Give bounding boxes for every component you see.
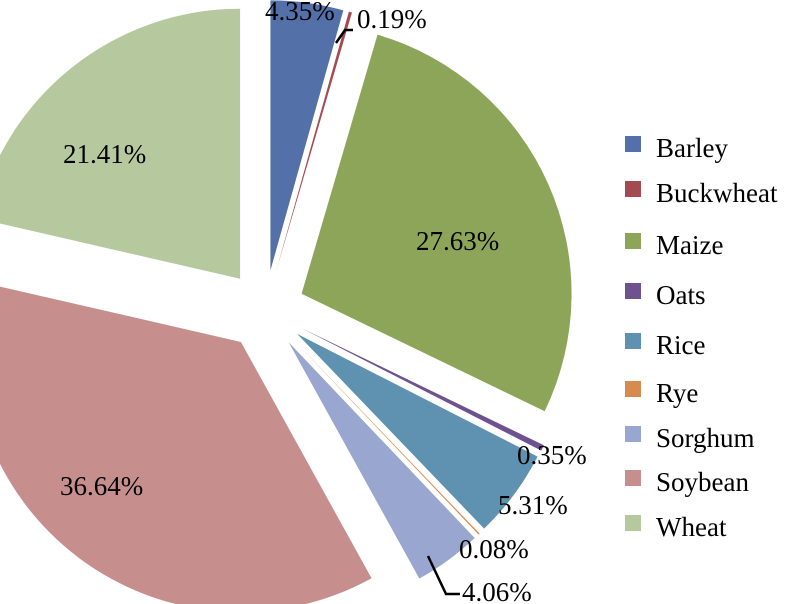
- data-label-rice: 5.31%: [498, 490, 568, 520]
- legend-label-rye: Rye: [656, 378, 698, 408]
- legend-item-sorghum: Sorghum: [625, 423, 755, 453]
- legend-item-maize: Maize: [625, 230, 723, 260]
- data-label-oats: 0.35%: [517, 440, 587, 470]
- data-label-sorghum: 4.06%: [462, 577, 532, 604]
- data-labels: 4.35% 0.19% 27.63% 0.35% 5.31% 0.08% 4.0…: [60, 0, 587, 604]
- legend-swatch-oats: [625, 283, 641, 299]
- legend-item-barley: Barley: [625, 133, 728, 163]
- legend-item-soybean: Soybean: [625, 467, 749, 497]
- data-label-buckwheat: 0.19%: [357, 4, 427, 34]
- leader-lines: [334, 28, 460, 596]
- legend-label-rice: Rice: [656, 330, 705, 360]
- legend: Barley Buckwheat Maize Oats Rice Rye Sor…: [625, 133, 778, 542]
- legend-swatch-maize: [625, 233, 641, 249]
- data-label-wheat: 21.41%: [63, 139, 146, 169]
- pie-slice-rye: [292, 338, 480, 535]
- legend-label-soybean: Soybean: [656, 467, 749, 497]
- legend-swatch-buckwheat: [625, 181, 641, 197]
- pie-slice-oats: [300, 327, 544, 451]
- data-label-barley: 4.35%: [265, 0, 335, 26]
- legend-swatch-barley: [625, 136, 641, 152]
- leader-line-sorghum: [426, 555, 460, 596]
- leader-line-buckwheat: [334, 28, 353, 44]
- legend-item-oats: Oats: [625, 280, 706, 310]
- pie-slice-rice: [297, 333, 538, 529]
- legend-swatch-wheat: [625, 515, 641, 531]
- legend-swatch-sorghum: [625, 426, 641, 442]
- legend-swatch-soybean: [625, 470, 641, 486]
- data-label-soybean: 36.64%: [60, 471, 143, 501]
- legend-label-sorghum: Sorghum: [656, 423, 755, 453]
- pie-slice-barley: [270, 0, 344, 271]
- pie-slice-maize: [301, 34, 572, 412]
- pie-slices: [0, 0, 572, 604]
- legend-swatch-rice: [625, 333, 641, 349]
- data-label-rye: 0.08%: [459, 534, 529, 564]
- data-label-maize: 27.63%: [416, 226, 499, 256]
- pie-slice-sorghum: [288, 342, 475, 579]
- legend-label-buckwheat: Buckwheat: [656, 178, 778, 208]
- legend-item-rye: Rye: [625, 378, 698, 408]
- legend-label-maize: Maize: [656, 230, 723, 260]
- legend-item-wheat: Wheat: [625, 512, 727, 542]
- legend-item-rice: Rice: [625, 330, 705, 360]
- pie-slice-buckwheat: [276, 11, 352, 272]
- legend-item-buckwheat: Buckwheat: [625, 178, 778, 208]
- pie-slice-wheat: [0, 8, 241, 279]
- legend-label-barley: Barley: [656, 133, 728, 163]
- legend-swatch-rye: [625, 381, 641, 397]
- legend-label-oats: Oats: [656, 280, 706, 310]
- pie-slice-soybean: [0, 286, 372, 604]
- legend-label-wheat: Wheat: [656, 512, 727, 542]
